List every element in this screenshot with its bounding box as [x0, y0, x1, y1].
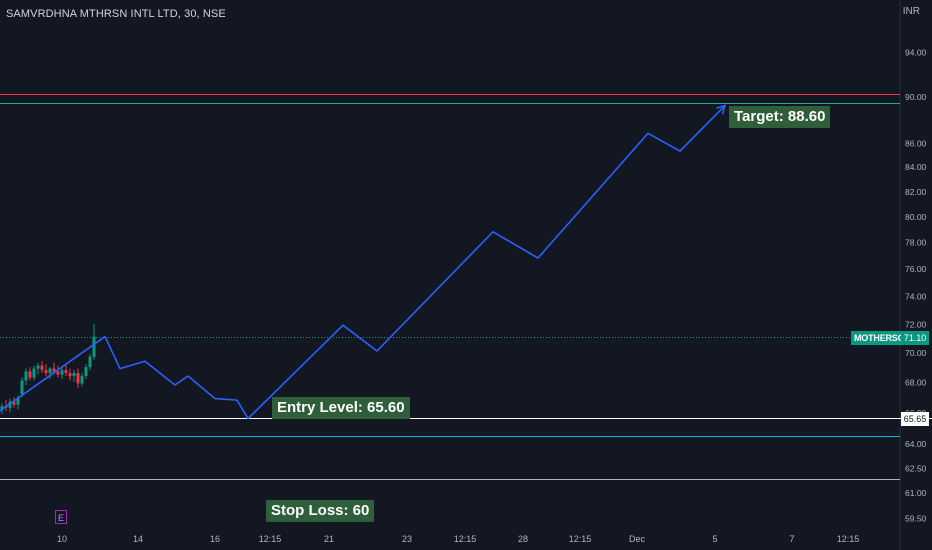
- last-price-badge: 71.10: [901, 331, 929, 345]
- candle-body: [16, 398, 20, 405]
- x-tick-label: 16: [210, 534, 220, 544]
- y-tick-label: 62.50: [905, 463, 927, 473]
- y-tick-label: 90.00: [905, 92, 927, 102]
- y-tick-label: 59.50: [905, 514, 927, 524]
- candle-body: [68, 373, 72, 377]
- ticker-badge: MOTHERSON: [851, 331, 914, 345]
- y-tick-label: 68.00: [905, 377, 927, 387]
- chart-title: SAMVRDHNA MTHRSN INTL LTD, 30, NSE: [6, 8, 226, 20]
- candle-body: [44, 370, 48, 374]
- x-tick-label: 28: [518, 534, 528, 544]
- candle-body: [52, 368, 56, 372]
- y-tick-label: 72.00: [905, 319, 927, 329]
- candle-body: [60, 370, 64, 375]
- stop-loss-label: Stop Loss: 60: [266, 500, 375, 522]
- target-label: Target: 88.60: [729, 106, 831, 128]
- x-tick-label: 12:15: [259, 534, 282, 544]
- candle-body: [12, 401, 16, 405]
- x-tick-label: 7: [789, 534, 794, 544]
- projection-line: [0, 104, 726, 420]
- y-tick-label: 82.00: [905, 187, 927, 197]
- y-tick-label: 64.00: [905, 439, 927, 449]
- candle-body: [76, 373, 80, 384]
- y-tick-label: 94.00: [905, 48, 927, 58]
- y-tick-label: 84.00: [905, 162, 927, 172]
- candle-body: [40, 365, 44, 371]
- y-tick-label: 80.00: [905, 212, 927, 222]
- x-tick-label: 23: [402, 534, 412, 544]
- candle-body: [36, 365, 40, 369]
- candle-body: [24, 371, 28, 381]
- x-tick-label: 12:15: [837, 534, 860, 544]
- x-tick-label: 14: [133, 534, 143, 544]
- y-tick-label: 78.00: [905, 238, 927, 248]
- candle-body: [72, 373, 76, 377]
- candle-body: [64, 370, 68, 374]
- candle-body: [92, 336, 96, 357]
- marked-price-badge: 65.65: [901, 412, 929, 426]
- candle-body: [0, 406, 4, 410]
- candle-body: [56, 371, 60, 375]
- y-tick-label: 74.00: [905, 291, 927, 301]
- candle-body: [28, 371, 32, 378]
- entry-label: Entry Level: 65.60: [272, 397, 410, 419]
- y-tick-label: 61.00: [905, 488, 927, 498]
- x-tick-label: 12:15: [454, 534, 477, 544]
- x-tick-label: Dec: [629, 534, 646, 544]
- y-tick-label: 70.00: [905, 348, 927, 358]
- currency-label: INR: [902, 6, 920, 17]
- candle-body: [80, 376, 84, 384]
- candle-body: [32, 368, 36, 378]
- earnings-icon[interactable]: E: [55, 510, 67, 524]
- x-tick-label: 5: [712, 534, 717, 544]
- y-tick-label: 76.00: [905, 264, 927, 274]
- candle-body: [84, 367, 88, 377]
- x-tick-label: 21: [324, 534, 334, 544]
- x-tick-label: 12:15: [569, 534, 592, 544]
- candle-body: [48, 368, 52, 374]
- candle-body: [20, 380, 24, 395]
- price-axis: [900, 0, 932, 550]
- projection-arrow-head: [716, 104, 727, 115]
- y-tick-label: 86.00: [905, 138, 927, 148]
- candle-body: [88, 356, 92, 368]
- x-tick-label: 10: [57, 534, 67, 544]
